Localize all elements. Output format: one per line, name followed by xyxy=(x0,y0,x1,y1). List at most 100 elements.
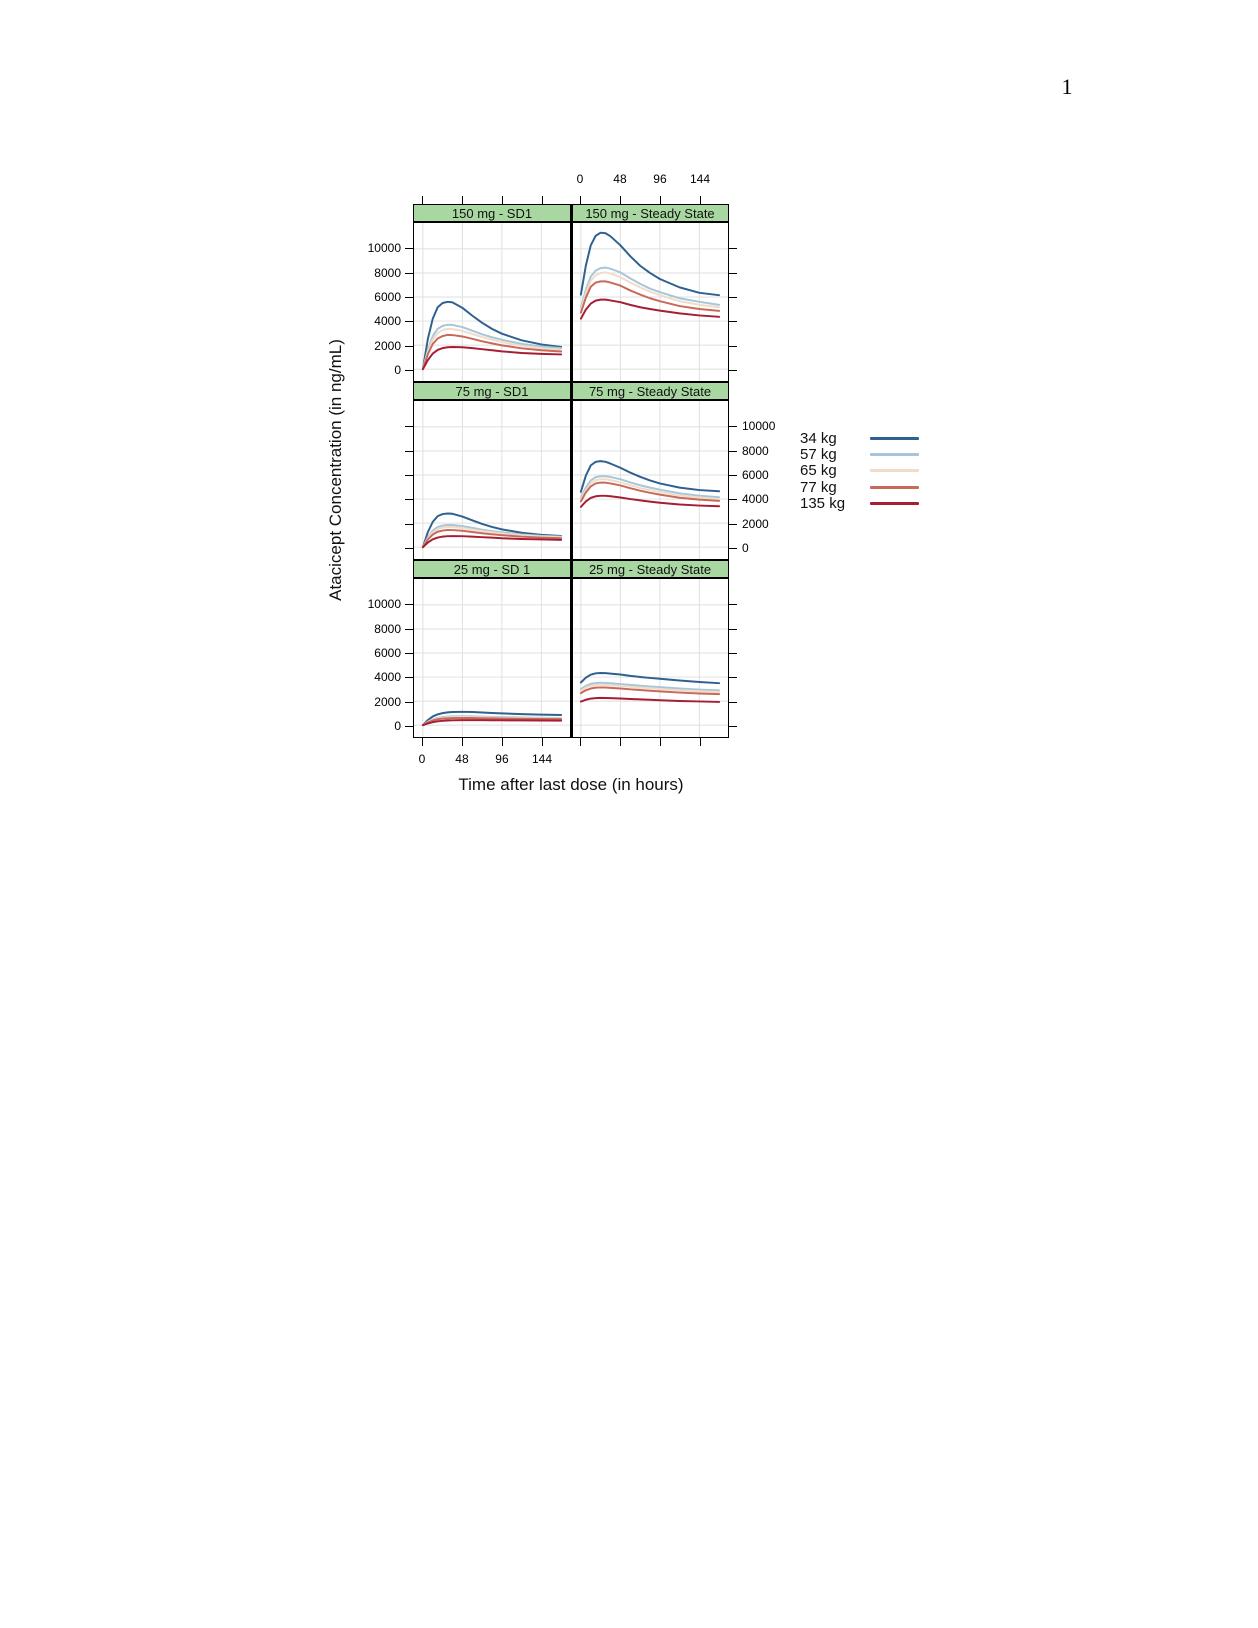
panel-25-mg-sd-1 xyxy=(413,578,571,738)
series-line-135-kg-25-mg-sd-1 xyxy=(421,719,563,727)
series-line-65-kg-75-mg-sd1 xyxy=(421,525,563,549)
y-tick-right xyxy=(729,248,737,250)
series-line-57-kg-75-mg-steady-state xyxy=(579,475,721,499)
panel-plot-75-mg-sd1 xyxy=(414,401,570,559)
x-tick-top xyxy=(541,196,543,204)
y-tick-right xyxy=(729,296,737,298)
lattice-figure: Atacicept Concentration (in ng/mL) Time … xyxy=(326,172,919,794)
y-tick-right xyxy=(729,548,737,549)
x-tick-label-bottom: 48 xyxy=(455,752,469,766)
y-tick-left xyxy=(405,628,413,630)
x-tick-top xyxy=(619,196,621,204)
y-axis-title: Atacicept Concentration (in ng/mL) xyxy=(326,339,345,601)
y-tick-right xyxy=(729,628,737,630)
y-tick-left xyxy=(405,450,413,452)
panel-header-75-mg-steady-state: 75 mg - Steady State xyxy=(571,382,729,400)
y-tick-label-left: 2000 xyxy=(374,338,401,353)
series-line-77-kg-75-mg-steady-state xyxy=(579,481,721,503)
legend: 34 kg 57 kg 65 kg 77 kg 135 kg xyxy=(800,430,919,512)
x-tick-label-top: 0 xyxy=(576,172,584,186)
panel-header-150-mg-steady-state: 150 mg - Steady State xyxy=(571,204,729,222)
y-tick-right xyxy=(729,652,737,654)
x-tick-top xyxy=(580,196,581,204)
series-line-34-kg-150-mg-steady-state xyxy=(579,231,721,297)
legend-line-77-kg xyxy=(870,485,919,489)
panel-header-150-mg-sd1: 150 mg - SD1 xyxy=(413,204,571,222)
series-line-34-kg-25-mg-sd-1 xyxy=(421,710,563,727)
y-tick-label-left: 4000 xyxy=(374,670,401,685)
y-tick-label-left: 8000 xyxy=(374,621,401,636)
y-tick-left xyxy=(405,248,413,250)
panel-75-mg-sd1 xyxy=(413,400,571,560)
y-tick-label-right: 6000 xyxy=(742,467,769,482)
legend-item-57-kg: 57 kg xyxy=(800,446,919,463)
series-line-57-kg-150-mg-steady-state xyxy=(579,266,721,309)
y-tick-right xyxy=(729,677,737,679)
series-line-135-kg-150-mg-sd1 xyxy=(421,346,563,371)
y-tick-right xyxy=(729,450,737,452)
y-tick-label-left: 8000 xyxy=(374,265,401,280)
y-tick-right xyxy=(729,726,737,727)
y-tick-right xyxy=(729,345,737,347)
legend-label-65-kg: 65 kg xyxy=(800,462,837,480)
y-tick-right xyxy=(729,701,737,703)
x-tick-top xyxy=(461,196,463,204)
y-tick-label-right: 4000 xyxy=(742,492,769,507)
x-tick-bottom xyxy=(659,738,661,746)
y-tick-left xyxy=(405,296,413,298)
legend-item-34-kg: 34 kg xyxy=(800,429,919,447)
x-tick-bottom xyxy=(619,738,621,746)
y-tick-left xyxy=(405,523,413,525)
y-tick-left xyxy=(405,652,413,654)
y-tick-left xyxy=(405,321,413,323)
y-tick-left xyxy=(405,272,413,274)
y-tick-label-left: 6000 xyxy=(374,645,401,660)
column-divider xyxy=(570,204,573,738)
legend-label-135-kg: 135 kg xyxy=(800,495,846,513)
series-line-65-kg-150-mg-steady-state xyxy=(579,271,721,312)
series-line-34-kg-75-mg-steady-state xyxy=(579,460,721,493)
y-tick-label-left: 10000 xyxy=(367,597,401,612)
y-tick-right xyxy=(729,272,737,274)
x-tick-bottom xyxy=(541,738,543,746)
legend-label-34-kg: 34 kg xyxy=(800,429,837,447)
x-tick-bottom xyxy=(580,738,581,746)
y-tick-label-right: 10000 xyxy=(742,419,776,434)
y-tick-left xyxy=(405,604,413,606)
y-tick-label-left: 4000 xyxy=(374,314,401,329)
legend-item-135-kg: 135 kg xyxy=(800,495,919,513)
x-tick-bottom xyxy=(461,738,463,746)
x-tick-top xyxy=(501,196,503,204)
x-tick-label-top: 96 xyxy=(653,172,667,186)
x-tick-bottom xyxy=(422,738,423,746)
series-line-65-kg-75-mg-steady-state xyxy=(579,478,721,501)
page-number: 1 xyxy=(1061,74,1073,99)
x-tick-label-top: 48 xyxy=(613,172,627,186)
panel-header-75-mg-sd1: 75 mg - SD1 xyxy=(413,382,571,400)
legend-line-65-kg xyxy=(870,469,919,473)
legend-item-77-kg: 77 kg xyxy=(800,478,919,496)
y-tick-left xyxy=(405,474,413,476)
panel-plot-150-mg-steady-state xyxy=(572,223,728,381)
panel-150-mg-sd1 xyxy=(413,222,571,382)
y-tick-left xyxy=(405,726,413,727)
series-line-135-kg-25-mg-steady-state xyxy=(579,696,721,703)
y-tick-label-left: 0 xyxy=(394,719,401,733)
panel-header-25-mg-steady-state: 25 mg - Steady State xyxy=(571,560,729,578)
y-tick-label-right: 0 xyxy=(742,541,749,555)
x-tick-label-bottom: 0 xyxy=(418,752,426,766)
series-line-34-kg-75-mg-sd1 xyxy=(421,512,563,549)
y-tick-left xyxy=(405,426,413,428)
y-tick-label-right: 2000 xyxy=(742,516,769,531)
legend-line-57-kg xyxy=(870,453,919,457)
y-tick-left xyxy=(405,548,413,549)
legend-label-77-kg: 77 kg xyxy=(800,478,837,496)
y-tick-label-left: 6000 xyxy=(374,289,401,304)
y-tick-label-left: 10000 xyxy=(367,241,401,256)
series-line-77-kg-75-mg-sd1 xyxy=(421,528,563,549)
series-line-65-kg-25-mg-steady-state xyxy=(579,683,721,694)
series-line-77-kg-25-mg-sd-1 xyxy=(421,717,563,727)
series-line-65-kg-150-mg-sd1 xyxy=(421,327,563,371)
series-line-34-kg-25-mg-steady-state xyxy=(579,672,721,685)
